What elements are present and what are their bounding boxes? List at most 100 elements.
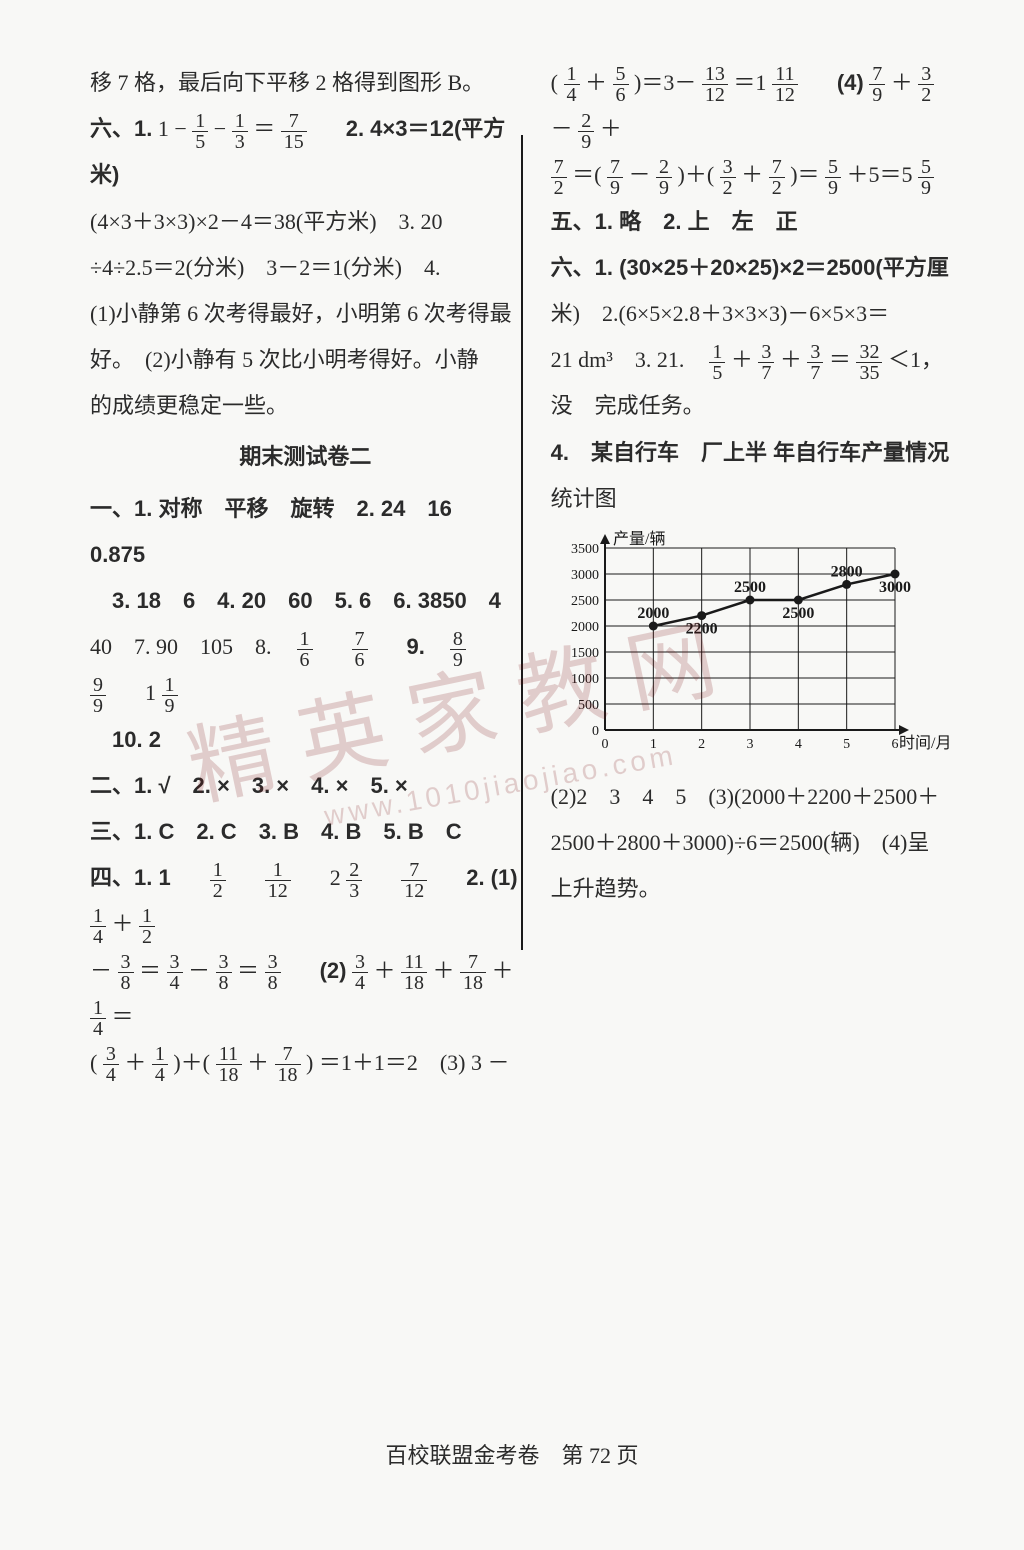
frac-7-2: 72 <box>551 157 567 198</box>
s4-mid: 2. (1) <box>466 865 517 890</box>
eq-r2: ＝ <box>829 347 851 372</box>
frac-8-9: 89 <box>450 629 466 670</box>
s1-c-mid: 9. <box>407 634 425 659</box>
s1-a-text: 一、1. 对称 平移 旋转 2. 24 16 0.875 <box>90 496 474 567</box>
svg-text:0: 0 <box>601 737 608 752</box>
s1-d-text: 10. 2 <box>112 727 161 752</box>
frac-7-12: 712 <box>401 860 427 901</box>
frac-1-6: 16 <box>297 629 313 670</box>
r-line-9: 统计图 <box>551 476 954 522</box>
frac-11-12: 1112 <box>772 64 798 105</box>
frac-1-4r: 14 <box>564 64 580 105</box>
frac-13-12: 1312 <box>702 64 728 105</box>
s4b-mid: (2) <box>320 958 347 983</box>
frac-7-18b: 718 <box>275 1044 301 1085</box>
r-line-8: 4. 某自行车 厂上半 年自行车产量情况 <box>551 430 954 476</box>
frac-1-3: 13 <box>232 111 248 152</box>
frac-7-2b: 72 <box>769 157 785 198</box>
svg-text:500: 500 <box>578 698 599 713</box>
svg-text:5: 5 <box>843 737 850 752</box>
svg-text:时间/月: 时间/月 <box>899 734 951 752</box>
left-column: 移 7 格，最后向下平移 2 格得到图形 B。 六、1. 1 − 15 − 13… <box>90 60 521 1086</box>
r2-end: ＋5＝5 <box>847 162 913 187</box>
frac-7-6: 76 <box>352 629 368 670</box>
s3: 三、1. C 2. C 3. B 4. B 5. B C <box>90 809 521 855</box>
right-column: ( 14 ＋ 56 )＝3－ 1312 ＝1 1112 (4) 79 ＋ 32 … <box>523 60 954 1086</box>
frac-3-8a: 38 <box>118 952 134 993</box>
s3-text: 三、1. C 2. C 3. B 4. B 5. B C <box>90 819 462 844</box>
s1-c-pre: 40 7. 90 105 8. <box>90 634 272 659</box>
plus1: ＋ <box>112 911 134 936</box>
plus-r6: ＋ <box>780 347 802 372</box>
frac-2-9b: 29 <box>656 157 672 198</box>
plus-r3: ＋ <box>600 116 622 141</box>
r-line-4: 六、1. (30×25＋20×25)×2＝2500(平方厘 <box>551 245 954 291</box>
left-line-4: ÷4÷2.5＝2(分米) 3－2＝1(分米) 4. <box>90 245 521 291</box>
s4-a: 四、1. 1 12 112 2 23 712 2. (1) 14 ＋ 12 <box>90 855 521 947</box>
eq: ＝ <box>253 116 281 141</box>
rp-r2: )＝ <box>790 162 819 187</box>
frac-r1: 15 <box>709 342 725 383</box>
s2-text: 二、1. √ 2. × 3. × 4. × 5. × <box>90 773 408 798</box>
frac-7-15: 715 <box>281 111 307 152</box>
frac-5-9: 59 <box>825 157 841 198</box>
minus: − <box>214 116 232 141</box>
frac-11-18b: 1118 <box>216 1044 242 1085</box>
eq2: ＝ <box>139 958 161 983</box>
s1-c-end: 1 <box>145 680 156 705</box>
r-line-11: 2500＋2800＋3000)÷6＝2500(辆) (4)呈 <box>551 820 954 866</box>
s1-c: 40 7. 90 105 8. 16 76 9. 89 99 1 19 <box>90 624 521 716</box>
frac-3-4c: 34 <box>103 1044 119 1085</box>
svg-text:6: 6 <box>891 737 898 752</box>
page: 移 7 格，最后向下平移 2 格得到图形 B。 六、1. 1 − 15 − 13… <box>0 0 1024 1126</box>
svg-text:2500: 2500 <box>734 579 766 596</box>
frac-1-2b: 12 <box>139 906 155 947</box>
plus-r2: ＋ <box>891 70 913 95</box>
page-footer: 百校联盟金考卷 第 72 页 <box>0 1438 1024 1470</box>
s4b-pre: － <box>90 958 112 983</box>
left-line-6: 好。 (2)小静有 5 次比小明考得好。小静 <box>90 337 521 383</box>
r-line-1: ( 14 ＋ 56 )＝3－ 1312 ＝1 1112 (4) 79 ＋ 32 … <box>551 60 954 152</box>
svg-text:3000: 3000 <box>879 579 911 596</box>
plus6: ＋ <box>247 1050 269 1075</box>
frac-7-9a: 79 <box>869 64 885 105</box>
r-line-12: 上升趋势。 <box>551 866 954 912</box>
frac-1-4a: 14 <box>90 906 106 947</box>
frac-3-8b: 38 <box>216 952 232 993</box>
r-line-7: 没 完成任务。 <box>551 383 954 429</box>
s1-d: 10. 2 <box>90 717 521 763</box>
r-line-3: 五、1. 略 2. 上 左 正 <box>551 199 954 245</box>
plus2: ＋ <box>373 958 395 983</box>
r4-text: 六、1. (30×25＋20×25)×2＝2500(平方厘 <box>551 255 949 280</box>
frac-1-4b: 14 <box>90 998 106 1039</box>
s4-pre: 四、1. 1 <box>90 865 171 890</box>
r1-mid: )＝3－ <box>634 70 696 95</box>
svg-text:3500: 3500 <box>571 542 599 557</box>
eq3: ＝ <box>237 958 259 983</box>
eq4: ＝ <box>112 1004 134 1029</box>
plus3: ＋ <box>432 958 454 983</box>
frac-11-18a: 1118 <box>401 952 427 993</box>
r6-end: ＜1， <box>888 347 943 372</box>
eq-text: 1 − <box>158 116 192 141</box>
frac-5-9b: 59 <box>918 157 934 198</box>
r3-text: 五、1. 略 2. 上 左 正 <box>551 209 798 234</box>
frac-3-2b: 32 <box>720 157 736 198</box>
r1-pre: ( <box>551 70 558 95</box>
label-six-1: 六、1. <box>90 116 152 141</box>
r-line-2: 72 ＝( 79 － 29 )＋( 32 ＋ 72 )＝ 59 ＋5＝5 59 <box>551 152 954 198</box>
rp-r1: )＋( <box>678 162 715 187</box>
frac-r2b: 37 <box>807 342 823 383</box>
frac-1-2a: 12 <box>210 860 226 901</box>
chart-svg: 产量/辆05001000150020002500300035000123456时… <box>551 528 951 758</box>
frac-r2: 37 <box>758 342 774 383</box>
frac-7-9b: 79 <box>607 157 623 198</box>
frac-32-35: 3235 <box>856 342 882 383</box>
r8-text: 4. 某自行车 厂上半 年自行车产量情况 <box>551 440 949 465</box>
s1-b-text: 3. 18 6 4. 20 60 5. 6 6. 3850 4 <box>112 588 501 613</box>
frac-2-3: 23 <box>346 860 362 901</box>
svg-text:2200: 2200 <box>685 620 717 637</box>
eq-r1: ＝( <box>572 162 601 187</box>
line-chart: 产量/辆05001000150020002500300035000123456时… <box>551 528 954 774</box>
frac-3-2: 32 <box>918 64 934 105</box>
